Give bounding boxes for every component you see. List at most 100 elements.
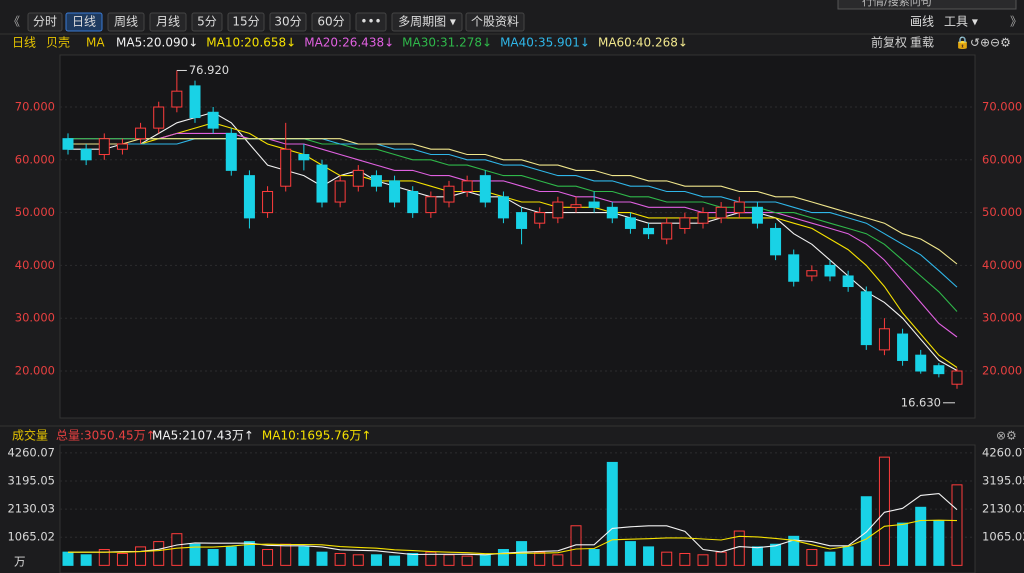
volume-bar [80,554,92,566]
candle-body [570,204,582,208]
candle-body [878,328,890,351]
y-tick-label: 4260.07 [7,445,55,459]
toolbar-button-label[interactable]: 日线 [72,15,96,29]
candle-body [897,333,909,361]
y-tick-label-right: 1065.02 [982,530,1024,544]
legend-entry: MA20:26.438↓ [304,36,394,50]
toolbar-button-label[interactable]: 周线 [114,15,138,29]
toolbar-right[interactable]: 画线 [910,15,934,29]
y-tick-label-right: 70.000 [982,100,1022,114]
candle-body [933,365,945,375]
y-tick-label-right: 40.000 [982,258,1022,272]
candle-body [552,201,564,219]
adjust-button[interactable]: 前复权 [871,35,907,50]
candle-body [98,138,110,156]
indicator-label[interactable]: MA [86,36,105,50]
y-tick-label-right: 30.000 [982,311,1022,325]
candle-body [62,138,74,150]
toolbar-button[interactable] [355,12,387,32]
volume-bar [788,535,800,566]
candle-body [461,180,473,192]
toolbar-button-label[interactable]: 60分 [317,15,344,29]
candle-body [534,212,546,224]
toolbar-button[interactable] [311,12,351,32]
volume-bar [697,554,709,566]
ma-line [68,132,958,338]
volume-bar [207,549,219,566]
toolbar-button-label[interactable]: 多周期图 ▾ [398,15,456,29]
volume-bar [552,554,564,566]
candle-body [842,275,854,288]
candle-body [370,175,382,187]
candle-body [770,227,782,256]
volume-bar [262,549,274,566]
volume-ma-line [68,493,958,556]
toolbar-button-label[interactable]: 分时 [33,15,57,29]
candle-body [479,175,491,203]
candle-body [588,201,600,208]
toolbar-button[interactable] [391,12,463,32]
candle-body [697,212,709,224]
toolbar-button[interactable] [65,12,103,32]
settings-icons[interactable]: 🔒↺⊕⊖⚙ [955,36,1011,50]
toolbar-button[interactable] [27,12,63,32]
volume-bar [189,543,201,566]
candle-body [243,175,255,219]
y-tick-label-right: 60.000 [982,152,1022,166]
toolbar-button[interactable] [191,12,223,32]
y-tick-label-right: 4260.07 [982,445,1024,459]
volume-bar [389,555,401,566]
volume-bar [897,522,909,566]
candle-body [624,217,636,229]
candle-body [135,127,147,140]
candle-body [915,354,927,372]
candle-body [280,148,292,187]
volume-icons[interactable]: ⊗⚙ [996,429,1017,443]
toolbar-button-label[interactable]: 个股资料 [471,15,519,29]
toolbar-button-label[interactable]: 15分 [232,15,259,29]
volume-bar [461,555,473,566]
volume-title: 成交量 [12,428,48,443]
candle-body [334,180,346,203]
legend-entry: MA10:20.658↓ [206,36,296,50]
toolbar-button-label[interactable]: 30分 [274,15,301,29]
volume-bar [334,552,346,566]
candle-body [679,217,691,229]
annotation-label: 16.630 [901,395,941,409]
collapse-icon[interactable]: 《 [8,15,20,29]
reload-button[interactable]: 重载 [910,36,934,50]
volume-bar [915,506,927,566]
expand-icon[interactable]: 》 [1010,15,1022,29]
toolbar-button[interactable] [465,12,525,32]
volume-bar [842,546,854,566]
volume-bar [860,496,872,566]
volume-ma-line [68,519,958,555]
volume-bar [443,554,455,566]
search-placeholder[interactable]: 行情/搜索问句 [862,0,932,8]
candle-body [316,164,328,203]
search-box[interactable] [837,0,1017,10]
legend-entry: MA30:31.278↓ [402,36,492,50]
toolbar-button[interactable] [227,12,265,32]
toolbar-button[interactable] [149,12,187,32]
toolbar-button[interactable] [107,12,145,32]
legend-entry: MA10:1695.76万↑ [262,429,372,443]
y-tick-label-right: 2130.03 [982,502,1024,516]
y-tick-label: 50.000 [15,205,55,219]
legend-entry: MA60:40.268↓ [598,36,688,50]
legend-entry: MA40:35.901↓ [500,36,590,50]
toolbar-button[interactable] [269,12,307,32]
candle-body [389,180,401,203]
candle-body [733,201,745,214]
toolbar-button-label[interactable]: 5分 [197,15,217,29]
volume-bar [280,543,292,566]
candle-body [262,190,274,214]
toolbar-button-label[interactable]: ••• [360,15,381,29]
y-tick-label: 2130.03 [7,502,55,516]
toolbar-right[interactable]: 工具 ▾ [944,15,978,29]
candle-body [189,85,201,119]
volume-bar [407,552,419,566]
toolbar-button-label[interactable]: 月线 [156,15,180,29]
volume-bar [153,541,165,566]
